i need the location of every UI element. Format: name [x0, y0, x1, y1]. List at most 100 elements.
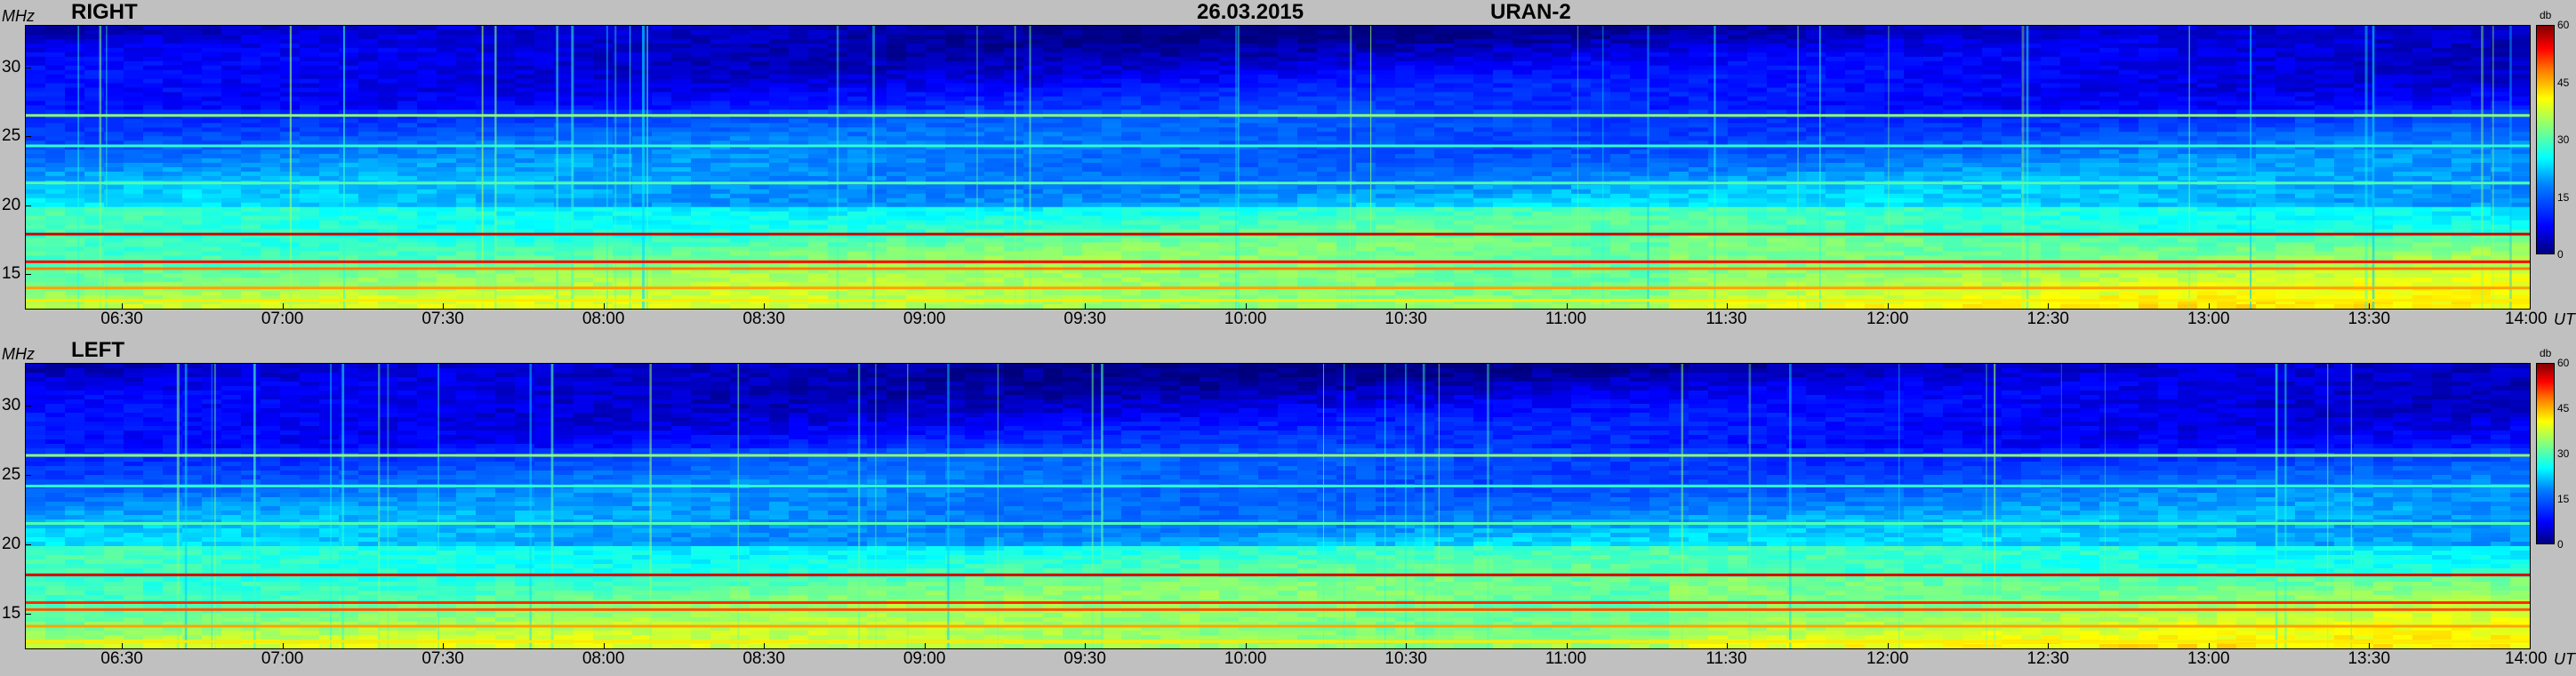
spectrogram-cell [1669, 60, 1689, 67]
spectrogram-cell [1082, 175, 1103, 181]
spectrogram-cell [2099, 171, 2120, 177]
spectrogram-cell [378, 43, 398, 49]
spectrogram-cell [1336, 132, 1357, 137]
spectrogram-cell [182, 109, 203, 115]
spectrogram-cell [730, 193, 750, 199]
spectrogram-cell [2452, 29, 2472, 36]
spectrogram-cell [828, 105, 848, 111]
spectrogram-cell [182, 101, 203, 107]
spectrogram-cell [1571, 43, 1592, 49]
spectrogram-cell [1454, 132, 1474, 137]
spectrogram-cell [1943, 34, 1963, 40]
spectrogram-cell [1649, 96, 1670, 102]
spectrogram-cell [828, 26, 848, 31]
spectrogram-cell [358, 175, 379, 181]
spectrogram-cell [1493, 34, 1513, 40]
spectrogram-cell [1552, 38, 1572, 44]
spectrogram-cell [2295, 175, 2315, 181]
spectrogram-cell [1004, 96, 1024, 102]
spectrogram-cell [1943, 105, 1963, 111]
spectrogram-cell [1082, 60, 1103, 67]
spectrogram-cell [671, 171, 692, 177]
spectrogram-cell [1767, 74, 1787, 80]
spectrogram-cell [417, 127, 437, 133]
spectrogram-cell [2334, 149, 2355, 155]
spectrogram-cell [2099, 96, 2120, 102]
spectrogram-cell [1141, 167, 1161, 173]
spectrogram-cell [789, 118, 809, 124]
spectrogram-cell [2452, 87, 2472, 93]
spectrogram-cell [1669, 38, 1689, 44]
spectrogram-cell [2334, 43, 2355, 49]
spectrogram-cell [2119, 69, 2139, 76]
spectrogram-cell [1415, 189, 1435, 195]
spectrogram-cell [965, 167, 985, 173]
spectrogram-cell [2158, 184, 2179, 190]
spectrogram-cell [1102, 127, 1122, 133]
spectrogram-cell [182, 105, 203, 111]
spectrogram-cell [65, 118, 85, 124]
spectrogram-cell [2510, 175, 2530, 181]
spectrogram-cell [1376, 163, 1396, 168]
spectrogram-cell [1962, 141, 1983, 146]
spectrogram-cell [65, 78, 85, 84]
spectrogram-cell [2060, 184, 2081, 190]
spectrogram-cell [1591, 193, 1611, 199]
spectrogram-cell [1180, 184, 1200, 190]
spectrogram-cell [847, 56, 868, 62]
spectrogram-cell [730, 38, 750, 44]
spectrogram-cell [2275, 74, 2296, 80]
spectrogram-cell [1239, 60, 1259, 67]
spectrogram-cell [2295, 163, 2315, 168]
spectrogram-cell [182, 175, 203, 181]
spectrogram-cell [45, 47, 66, 53]
spectrogram-cell [750, 127, 770, 133]
spectrogram-cell [1082, 149, 1103, 155]
spectrogram-cell [261, 38, 281, 44]
spectrogram-cell [2178, 145, 2198, 150]
spectrogram-cell [2060, 158, 2081, 164]
spectrogram-cell [887, 87, 907, 93]
spectrogram-cell [554, 74, 574, 80]
spectrogram-cell [1200, 60, 1220, 67]
spectrogram-cell [593, 92, 614, 98]
spectrogram-cell [887, 38, 907, 44]
spectrogram-cell [2452, 52, 2472, 58]
spectrogram-cell [261, 109, 281, 115]
spectrogram-cell [554, 43, 574, 49]
spectrogram-cell [2275, 87, 2296, 93]
spectrogram-cell [2217, 149, 2237, 155]
spectrogram-cell [867, 65, 887, 71]
spectrogram-cell [2432, 69, 2452, 76]
spectrogram-cell [1923, 105, 1944, 111]
spectrogram-cell [1708, 78, 1729, 84]
spectrogram-cell [2041, 69, 2061, 76]
spectrogram-cell [2002, 92, 2022, 98]
spectrogram-cell [1395, 109, 1416, 115]
spectrogram-cell [2452, 158, 2472, 164]
spectrogram-cell [397, 56, 418, 62]
spectrogram-cell [1141, 47, 1161, 53]
spectrogram-cell [358, 167, 379, 173]
spectrogram-cell [397, 26, 418, 31]
spectrogram-cell [319, 167, 340, 173]
spectrogram-cell [2099, 60, 2120, 67]
spectrogram-cell [2217, 87, 2237, 93]
spectrogram-cell [2256, 52, 2276, 58]
spectrogram-cell [2158, 158, 2179, 164]
spectrogram-cell [1982, 96, 2002, 102]
spectrogram-cell [1239, 149, 1259, 155]
date-label: 26.03.2015 [1197, 0, 1304, 24]
spectrogram-cell [574, 26, 594, 31]
spectrogram-cell [2452, 184, 2472, 190]
spectrogram-cell [828, 167, 848, 173]
spectrogram-cell [789, 145, 809, 150]
spectrogram-cell [2099, 123, 2120, 128]
spectrogram-cell [2158, 127, 2179, 133]
spectrogram-cell [1395, 87, 1416, 93]
spectrogram-cell [26, 184, 46, 190]
spectrogram-cell [574, 127, 594, 133]
spectrogram-cell [1552, 69, 1572, 76]
spectrogram-cell [1415, 60, 1435, 67]
spectrogram-cell [652, 105, 672, 111]
